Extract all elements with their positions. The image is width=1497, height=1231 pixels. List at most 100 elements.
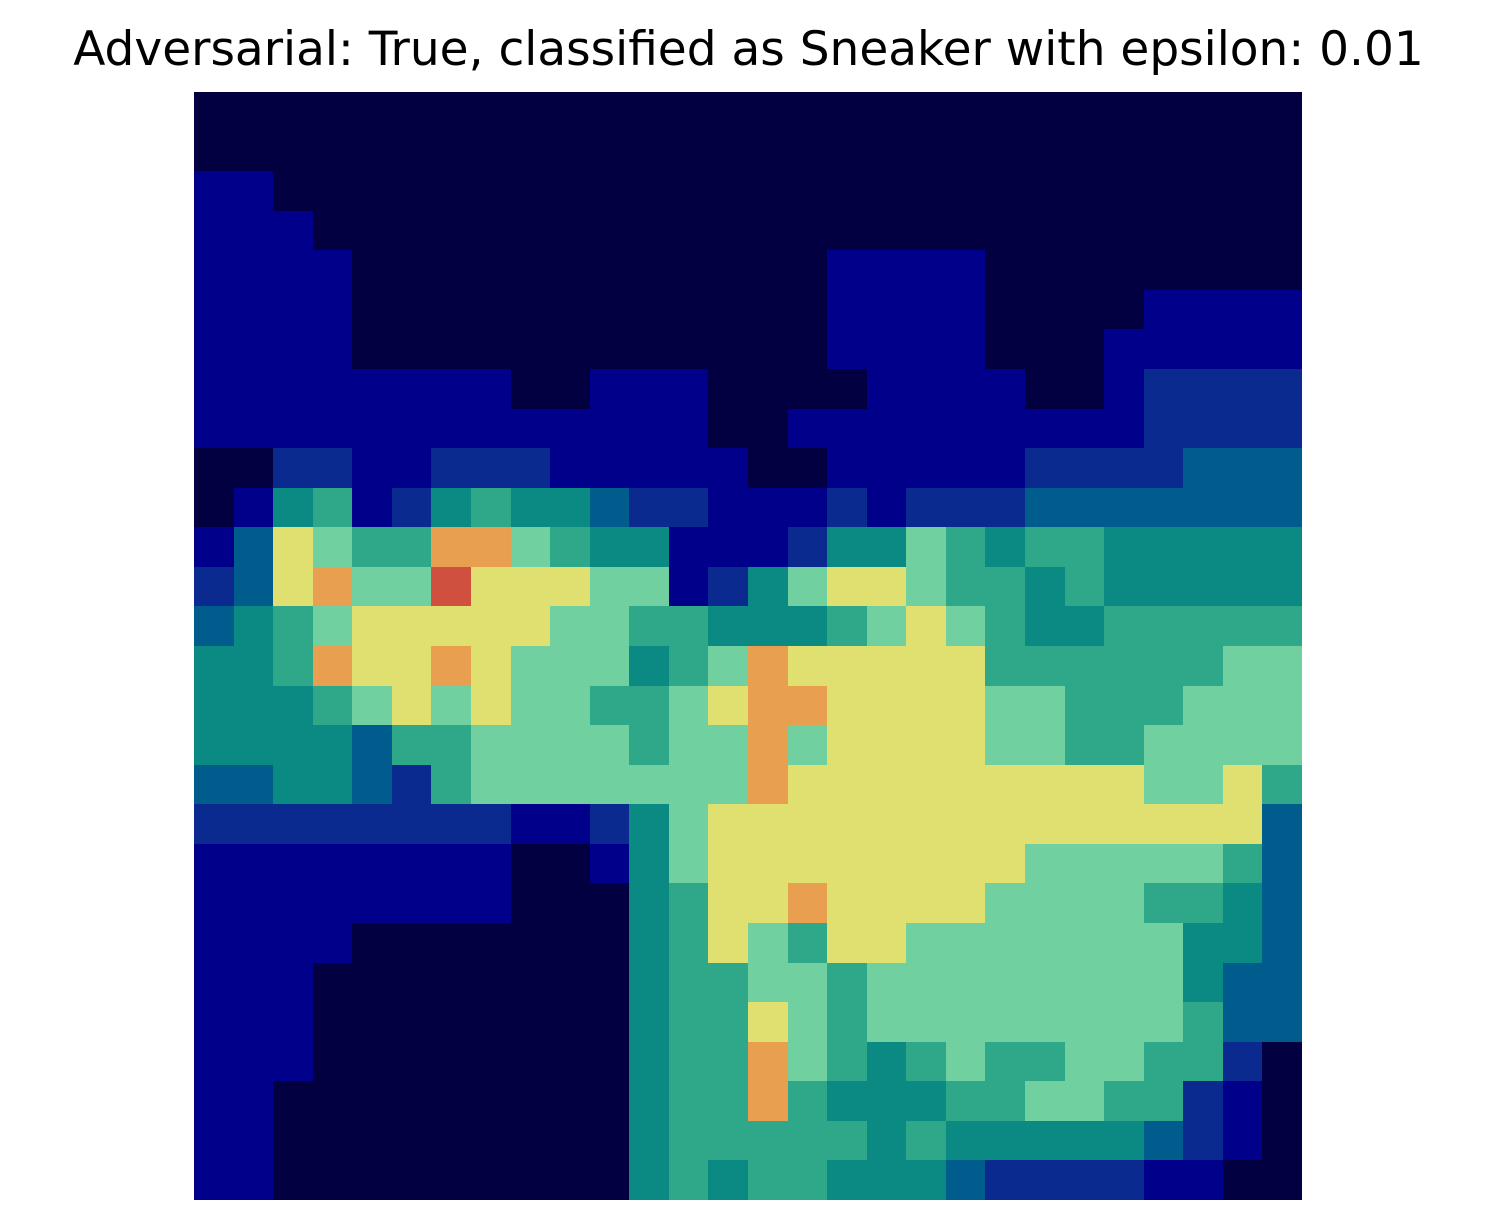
heatmap-cell: [352, 1041, 392, 1082]
heatmap-cell: [906, 843, 946, 884]
heatmap-cell: [708, 923, 748, 963]
heatmap-cell: [708, 487, 748, 528]
heatmap-cell: [1262, 646, 1302, 686]
heatmap-cell: [194, 448, 234, 488]
heatmap-cell: [906, 210, 946, 251]
heatmap-cell: [273, 92, 313, 132]
heatmap-cell: [1262, 1041, 1302, 1082]
heatmap-cell: [1262, 250, 1302, 290]
heatmap-cell: [1064, 1002, 1105, 1042]
heatmap-cell: [1183, 448, 1223, 488]
heatmap-cell: [589, 1120, 630, 1161]
heatmap-cell: [1262, 448, 1302, 488]
heatmap-cell: [1183, 408, 1223, 449]
heatmap-cell: [629, 843, 669, 884]
heatmap-cell: [550, 883, 590, 923]
heatmap-cell: [233, 329, 274, 369]
heatmap-cell: [1183, 764, 1223, 805]
heatmap-cell: [1104, 606, 1144, 646]
heatmap-cell: [1025, 606, 1065, 646]
heatmap-cell: [787, 329, 828, 369]
heatmap-cell: [708, 369, 748, 409]
heatmap-cell: [589, 685, 630, 726]
heatmap-cell: [787, 92, 828, 132]
heatmap-cell: [827, 962, 867, 1003]
heatmap-cell: [945, 1120, 986, 1161]
heatmap-cell: [391, 764, 432, 805]
heatmap-cell: [668, 448, 709, 488]
heatmap-cell: [1064, 289, 1105, 330]
heatmap-cell: [629, 1081, 669, 1121]
heatmap-cell: [194, 1081, 234, 1121]
heatmap-cell: [1183, 1081, 1223, 1121]
heatmap-cell: [233, 171, 274, 211]
heatmap-cell: [906, 448, 946, 488]
heatmap-cell: [391, 1002, 432, 1042]
heatmap-cell: [906, 923, 946, 963]
heatmap-cell: [431, 843, 471, 884]
heatmap-cell: [906, 92, 946, 132]
heatmap-cell: [1143, 250, 1184, 290]
heatmap-cell: [1262, 1120, 1302, 1161]
heatmap-cell: [1104, 843, 1144, 884]
heatmap-cell: [589, 448, 630, 488]
heatmap-cell: [1143, 764, 1184, 805]
heatmap-cell: [1262, 923, 1302, 963]
heatmap-cell: [1222, 923, 1263, 963]
heatmap-cell: [827, 883, 867, 923]
heatmap-cell: [906, 289, 946, 330]
heatmap-cell: [1183, 171, 1223, 211]
heatmap-cell: [1064, 487, 1105, 528]
heatmap-cell: [827, 171, 867, 211]
heatmap-cell: [391, 883, 432, 923]
heatmap-cell: [985, 329, 1025, 369]
heatmap-cell: [866, 289, 907, 330]
heatmap-cell: [708, 606, 748, 646]
heatmap-cell: [708, 527, 748, 567]
heatmap-cell: [391, 369, 432, 409]
heatmap-cell: [945, 1041, 986, 1082]
heatmap-cell: [431, 1120, 471, 1161]
heatmap-cell: [1104, 566, 1144, 607]
heatmap-cell: [1143, 1160, 1184, 1200]
heatmap-cell: [1262, 566, 1302, 607]
heatmap-cell: [827, 725, 867, 765]
heatmap-cell: [1064, 171, 1105, 211]
heatmap-cell: [748, 843, 788, 884]
heatmap-cell: [194, 329, 234, 369]
heatmap-cell: [866, 646, 907, 686]
heatmap-cell: [827, 843, 867, 884]
heatmap-cell: [748, 171, 788, 211]
heatmap-cell: [312, 329, 353, 369]
heatmap-cell: [629, 487, 669, 528]
heatmap-cell: [985, 448, 1025, 488]
heatmap-cell: [233, 1160, 274, 1200]
heatmap-cell: [233, 210, 274, 251]
heatmap-cell: [1064, 764, 1105, 805]
heatmap-cell: [471, 1081, 511, 1121]
heatmap-cell: [1064, 804, 1105, 844]
heatmap-cell: [748, 804, 788, 844]
heatmap-cell: [827, 131, 867, 172]
heatmap-cell: [748, 1120, 788, 1161]
heatmap-cell: [391, 210, 432, 251]
heatmap-cell: [668, 289, 709, 330]
heatmap-cell: [1104, 725, 1144, 765]
heatmap-cell: [273, 171, 313, 211]
heatmap-cell: [550, 646, 590, 686]
heatmap-cell: [1064, 1041, 1105, 1082]
heatmap-cell: [866, 131, 907, 172]
heatmap-cell: [787, 210, 828, 251]
heatmap-cell: [312, 843, 353, 884]
heatmap-cell: [1064, 92, 1105, 132]
heatmap-cell: [708, 289, 748, 330]
heatmap-cell: [273, 606, 313, 646]
heatmap-cell: [945, 250, 986, 290]
heatmap-cell: [668, 843, 709, 884]
heatmap-cell: [233, 289, 274, 330]
heatmap-cell: [431, 131, 471, 172]
heatmap-cell: [1104, 487, 1144, 528]
heatmap-cell: [352, 685, 392, 726]
heatmap-cell: [906, 1041, 946, 1082]
heatmap-cell: [431, 448, 471, 488]
